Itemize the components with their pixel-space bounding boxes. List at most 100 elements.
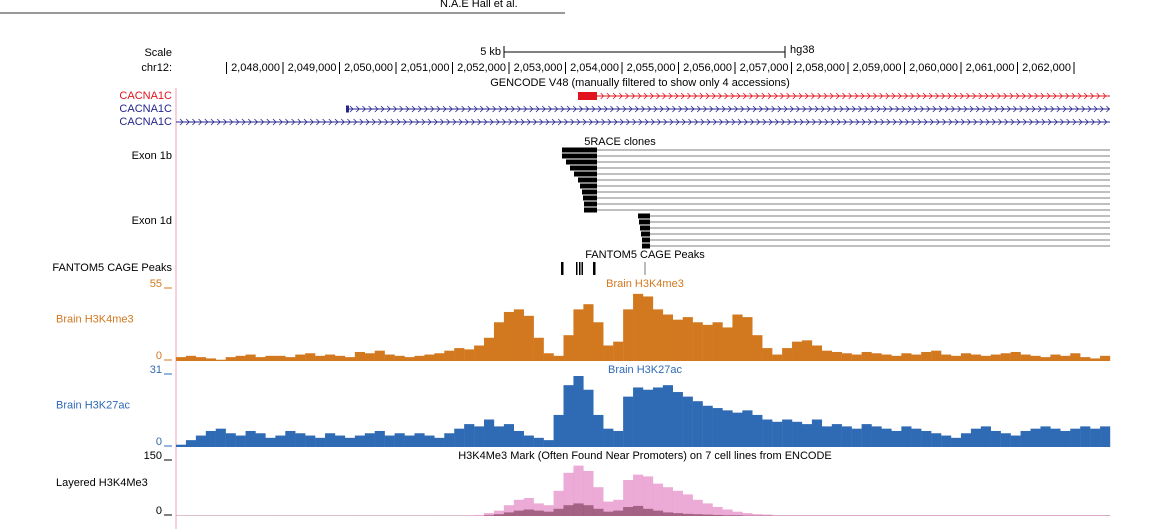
signal-bar xyxy=(792,341,803,361)
clone-exon xyxy=(640,225,650,231)
signal-bar xyxy=(712,507,723,516)
signal-bar xyxy=(702,503,713,516)
signal-bar xyxy=(404,357,415,361)
track-label: Layered H3K4Me3 xyxy=(56,477,148,489)
ruler-tick-label: 2,055,000 xyxy=(627,62,676,74)
signal-bar xyxy=(583,471,594,516)
cage-peak xyxy=(579,262,581,275)
signal-bar xyxy=(1050,354,1061,361)
signal-bar xyxy=(742,410,753,447)
signal-bar xyxy=(831,351,842,361)
signal-bar xyxy=(672,513,683,516)
ruler-tick-label: 2,060,000 xyxy=(909,62,958,74)
signal-bar xyxy=(404,435,415,447)
signal-bar xyxy=(762,514,773,516)
signal-bar xyxy=(672,490,683,516)
signal-bar xyxy=(811,345,823,361)
signal-bar xyxy=(881,354,892,361)
ruler-tick-label: 2,048,000 xyxy=(231,62,280,74)
signal-bar xyxy=(801,424,813,447)
signal-bar xyxy=(752,514,763,516)
signal-bar xyxy=(613,499,624,516)
ruler-tick-label: 2,051,000 xyxy=(401,62,450,74)
track-title: Brain H3K4me3 xyxy=(606,278,684,290)
signal-bar xyxy=(434,437,445,447)
signal-bar xyxy=(633,505,644,516)
signal-bar xyxy=(662,385,674,447)
signal-bar xyxy=(792,421,803,447)
assembly: hg38 xyxy=(790,44,814,56)
signal-bar xyxy=(344,437,356,447)
clone-exon xyxy=(583,195,597,201)
signal-bar xyxy=(553,414,564,447)
signal-bar xyxy=(235,435,246,447)
signal-bar xyxy=(960,433,972,447)
signal-bar xyxy=(762,419,773,447)
signal-bar xyxy=(493,322,505,361)
signal-bar xyxy=(1070,428,1081,447)
track-title: Brain H3K27ac xyxy=(608,364,682,376)
signal-bar xyxy=(662,512,674,516)
ruler-tick-label: 2,050,000 xyxy=(344,62,393,74)
signal-bar xyxy=(891,355,902,361)
signal-bar xyxy=(643,508,654,516)
signal-bar xyxy=(474,514,485,516)
signal-bar xyxy=(414,433,425,447)
signal-bar xyxy=(185,440,197,447)
scale-label: Scale xyxy=(144,47,172,59)
signal-bar xyxy=(374,350,385,361)
signal-bar xyxy=(384,354,395,361)
signal-bar xyxy=(801,340,813,361)
signal-bar xyxy=(235,355,246,361)
signal-bar xyxy=(215,428,226,447)
signal-bar xyxy=(484,419,495,447)
signal-bar xyxy=(762,348,773,361)
track-label: Brain H3K4me3 xyxy=(56,313,134,325)
signal-bar xyxy=(921,351,932,361)
signal-bar xyxy=(1000,353,1011,361)
signal-bar xyxy=(593,414,604,447)
ruler-tick-label: 2,059,000 xyxy=(853,62,902,74)
signal-bar xyxy=(285,430,296,447)
ruler-tick-label: 2,057,000 xyxy=(740,62,789,74)
signal-bar xyxy=(980,355,991,361)
signal-bar xyxy=(553,508,564,516)
signal-bar xyxy=(662,487,674,516)
signal-bar xyxy=(1100,355,1111,361)
clone-exon xyxy=(578,177,597,183)
gene-track-title: GENCODE V48 (manually filtered to show o… xyxy=(490,77,790,89)
gene-chevrons xyxy=(179,118,1108,126)
signal-bar xyxy=(652,483,664,516)
signal-bar xyxy=(205,358,216,361)
signal-bar xyxy=(841,353,852,361)
signal-bar xyxy=(682,513,693,516)
signal-bar xyxy=(225,357,236,361)
cage-peak xyxy=(581,262,583,275)
signal-bar xyxy=(275,435,286,447)
signal-bar xyxy=(583,505,594,516)
ruler-tick-label: 2,053,000 xyxy=(514,62,563,74)
cage-label: FANTOM5 CAGE Peaks xyxy=(52,262,172,274)
ruler-tick-label: 2,058,000 xyxy=(796,62,845,74)
signal-bar xyxy=(1040,357,1051,361)
signal-bar xyxy=(821,350,832,361)
signal-bar xyxy=(990,354,1001,361)
signal-bar xyxy=(305,435,316,447)
ruler-tick-label: 2,054,000 xyxy=(570,62,619,74)
signal-bar xyxy=(185,355,197,361)
signal-bar xyxy=(1010,435,1021,447)
clone-exon xyxy=(566,159,597,165)
signal-bar xyxy=(722,509,733,516)
signal-bar xyxy=(1000,433,1011,447)
signal-bar xyxy=(782,419,793,447)
cage-peak xyxy=(561,262,564,275)
signal-bar xyxy=(195,357,207,361)
signal-bar xyxy=(484,515,495,516)
clone-exon xyxy=(639,219,650,225)
signal-bar xyxy=(334,435,346,447)
signal-bar xyxy=(861,351,872,361)
signal-bar xyxy=(563,472,574,516)
signal-bar xyxy=(732,511,743,516)
signal-bar xyxy=(563,385,574,447)
signal-bar xyxy=(643,389,654,447)
